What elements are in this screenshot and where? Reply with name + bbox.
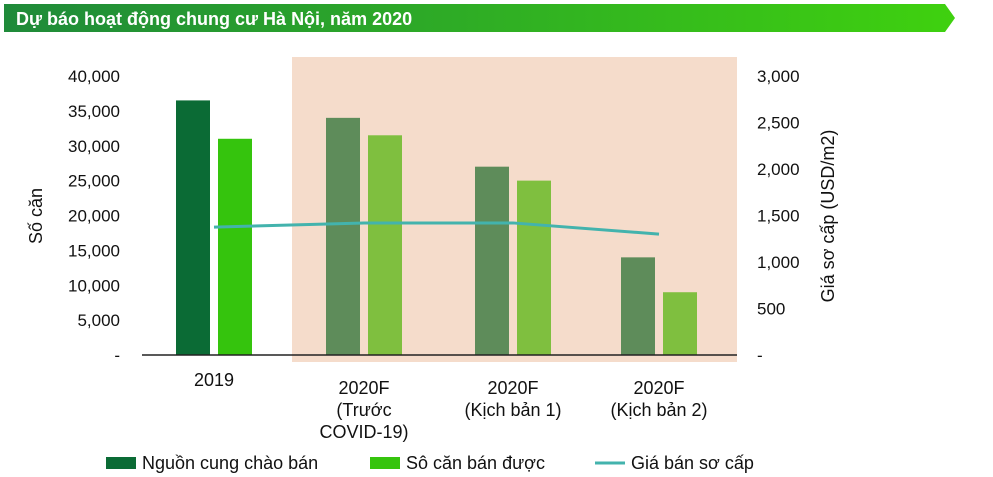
- bar-supply: [176, 100, 210, 355]
- title-banner: Dự báo hoạt động chung cư Hà Nội, năm 20…: [4, 4, 955, 32]
- bar-supply: [621, 257, 655, 355]
- right-axis-tick-label: 3,000: [757, 67, 800, 86]
- category-label: 2019: [194, 370, 234, 390]
- legend-label-sold: Sô căn bán được: [406, 453, 545, 473]
- left-axis-tick-label: 25,000: [68, 172, 120, 191]
- left-axis-tick-label: 35,000: [68, 102, 120, 121]
- left-axis-ticks: - 5,000 10,000 15,000 20,000 25,000 30,000 35,0…: [68, 67, 120, 365]
- bar-supply: [326, 117, 360, 355]
- bar-sold: [517, 180, 551, 355]
- right-axis-tick-label: 1,500: [757, 207, 800, 226]
- bar-series: [176, 100, 697, 355]
- legend-label-supply: Nguồn cung chào bán: [142, 453, 318, 473]
- forecast-period-background: [292, 57, 737, 362]
- left-axis-tick-label: 15,000: [68, 241, 120, 260]
- left-axis-tick-label: 10,000: [68, 276, 120, 295]
- left-axis-tick-label: -: [114, 346, 120, 365]
- right-axis-tick-label: 2,000: [757, 160, 800, 179]
- left-axis-tick-label: 30,000: [68, 137, 120, 156]
- category-label: 2020F (Kịch bản 2): [610, 378, 707, 420]
- left-axis-tick-label: 40,000: [68, 67, 120, 86]
- category-label: 2020F (Kịch bản 1): [464, 378, 561, 420]
- bar-sold: [218, 138, 252, 355]
- left-axis-title: Số căn: [26, 188, 46, 244]
- bar-supply: [475, 166, 509, 355]
- left-axis-tick-label: 5,000: [77, 311, 120, 330]
- bar-sold: [663, 292, 697, 355]
- legend-swatch-sold: [370, 457, 400, 469]
- bar-sold: [368, 135, 402, 355]
- title-banner-background: [4, 4, 955, 32]
- left-axis-tick-label: 20,000: [68, 207, 120, 226]
- legend: Nguồn cung chào bán Sô căn bán được Giá …: [106, 453, 754, 473]
- right-axis-tick-label: -: [757, 346, 763, 365]
- right-axis-tick-label: 2,500: [757, 114, 800, 133]
- legend-label-price: Giá bán sơ cấp: [631, 453, 754, 473]
- category-label: 2020F (Trước COVID-19): [319, 378, 408, 442]
- category-labels: 2019 2020F (Trước COVID-19) 2020F (Kịch bản 1…: [194, 370, 708, 442]
- right-axis-tick-label: 1,000: [757, 253, 800, 272]
- legend-swatch-supply: [106, 457, 136, 469]
- price-series-line: [213, 221, 660, 236]
- right-axis-tick-label: 500: [757, 300, 785, 319]
- right-axis-ticks: - 500 1,000 1,500 2,000 2,500 3,000: [757, 67, 800, 365]
- chart-title: Dự báo hoạt động chung cư Hà Nội, năm 20…: [16, 9, 412, 29]
- right-axis-title: Giá sơ cấp (USD/m2): [818, 130, 838, 303]
